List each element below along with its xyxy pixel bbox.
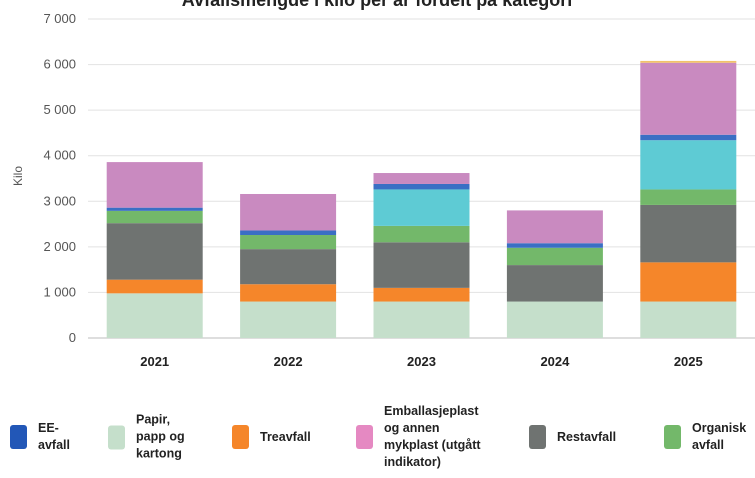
bar-segment: [640, 301, 737, 338]
bar-segment: [373, 242, 470, 288]
legend-item: Organisk avfall: [664, 420, 746, 454]
legend-swatch: [232, 425, 249, 449]
bar-segment: [640, 140, 737, 190]
legend-swatch: [529, 425, 546, 449]
y-tick-label: 5 000: [43, 102, 76, 117]
bars: [106, 60, 737, 338]
legend-swatch: [664, 425, 681, 449]
bar-segment: [373, 189, 470, 226]
legend-label: Restavfall: [557, 429, 617, 444]
bar-segment: [240, 230, 337, 236]
legend-label: Emballasjeplast og annen mykplast (utgåt…: [384, 404, 481, 469]
legend-label: Treavfall: [260, 429, 311, 444]
bar-segment: [506, 243, 603, 248]
bar-segment: [506, 247, 603, 266]
y-axis-label: Kilo: [11, 166, 25, 186]
bar-segment: [640, 204, 737, 263]
x-tick-label: 2021: [140, 354, 169, 369]
y-tick-label: 6 000: [43, 57, 76, 72]
bar-segment: [106, 162, 203, 208]
x-tick-label: 2024: [540, 354, 570, 369]
legend-label: Organisk avfall: [692, 421, 747, 452]
bar-segment: [373, 287, 470, 302]
bar-segment: [640, 60, 737, 63]
bar-segment: [240, 235, 337, 250]
y-tick-label: 0: [69, 330, 76, 345]
legend-swatch: [10, 425, 27, 449]
bar-segment: [506, 265, 603, 302]
bar-segment: [640, 134, 737, 141]
legend-label: EE- avfall: [38, 421, 70, 452]
bar-segment: [240, 301, 337, 338]
bar-segment: [106, 210, 203, 224]
x-tick-label: 2025: [674, 354, 703, 369]
bar-segment: [373, 173, 470, 184]
bar-segment: [106, 279, 203, 294]
bar-segment: [240, 249, 337, 285]
bar-segment: [240, 193, 337, 231]
bar-segment: [506, 301, 603, 338]
x-tick-label: 2023: [407, 354, 436, 369]
legend-item: EE- avfall: [10, 420, 70, 454]
bar-segment: [506, 210, 603, 244]
legend-item: Treavfall: [232, 425, 311, 449]
bar-segment: [373, 183, 470, 190]
bar-segment: [640, 62, 737, 135]
bar-segment: [106, 207, 203, 211]
legend-item: Papir, papp og kartong: [108, 412, 185, 463]
bar-segment: [373, 301, 470, 338]
bar-segment: [373, 225, 470, 243]
bar-segment: [640, 189, 737, 205]
y-tick-label: 2 000: [43, 239, 76, 254]
legend-item: Restavfall: [529, 425, 616, 449]
legend-swatch: [108, 425, 125, 449]
x-axis-ticks: 2021 2022 2023 2024 2025: [140, 354, 703, 369]
legend-label: Papir, papp og kartong: [136, 412, 185, 461]
legend-swatch: [356, 425, 373, 449]
y-tick-label: 7 000: [43, 11, 76, 26]
bar-segment: [240, 284, 337, 302]
x-tick-label: 2022: [274, 354, 303, 369]
legend-item: Emballasjeplast og annen mykplast (utgåt…: [356, 403, 481, 471]
bar-segment: [106, 293, 203, 338]
y-tick-label: 4 000: [43, 148, 76, 163]
bar-segment: [106, 223, 203, 280]
stacked-bar-chart: Avfallsmengde i kilo per år fordelt på k…: [11, 0, 755, 369]
y-tick-label: 1 000: [43, 284, 76, 299]
y-tick-label: 3 000: [43, 193, 76, 208]
bar-segment: [640, 262, 737, 302]
chart-title: Avfallsmengde i kilo per år fordelt på k…: [182, 0, 572, 10]
y-axis-ticks: 0 1 000 2 000 3 000 4 000 5 000 6 000 7 000: [43, 11, 76, 345]
